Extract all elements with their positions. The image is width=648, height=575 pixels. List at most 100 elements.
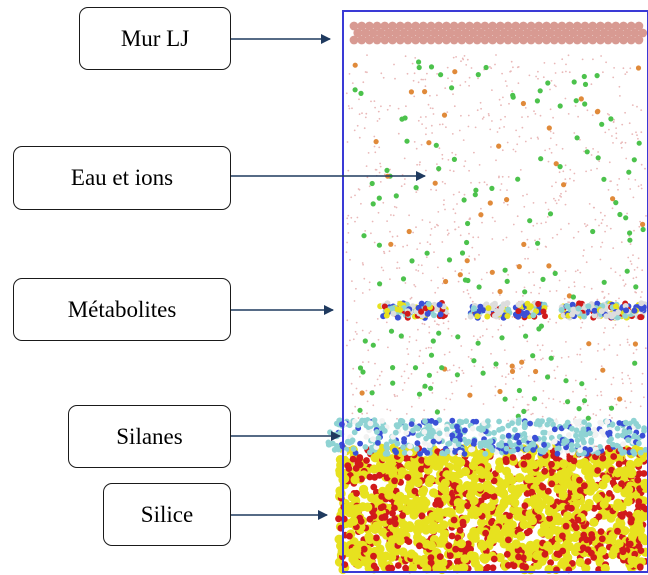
water-molecule <box>444 208 446 211</box>
water-molecule <box>489 128 492 131</box>
water-molecule <box>348 73 351 75</box>
lj-wall-atom <box>365 35 374 45</box>
silica-atom <box>543 541 553 552</box>
water-molecule <box>392 214 395 217</box>
silica-atom <box>609 479 617 486</box>
water-molecule <box>386 408 389 411</box>
water-molecule <box>547 208 550 211</box>
water-molecule <box>527 408 530 411</box>
silica-atom <box>452 545 459 553</box>
water-molecule <box>476 338 479 341</box>
water-molecule <box>373 241 376 244</box>
water-molecule <box>564 270 567 272</box>
water-molecule <box>479 336 482 339</box>
water-molecule <box>496 131 499 133</box>
water-molecule <box>429 107 432 109</box>
water-molecule <box>413 95 416 98</box>
silane-atom <box>614 432 621 439</box>
water-molecule <box>600 222 603 225</box>
water-molecule <box>633 269 636 271</box>
water-molecule <box>416 248 419 251</box>
water-molecule <box>385 321 388 324</box>
ion <box>552 270 558 276</box>
water-molecule <box>437 323 440 326</box>
lj-wall-atom <box>511 21 521 31</box>
water-molecule <box>352 338 355 341</box>
water-molecule <box>368 288 371 291</box>
ion <box>459 250 466 256</box>
silica-atom <box>473 507 483 517</box>
metabolite-atom <box>558 307 565 313</box>
lj-wall-label: Mur LJ <box>79 7 231 70</box>
water-molecule <box>504 115 506 118</box>
lj-wall-atom <box>395 21 405 31</box>
silica-atom <box>548 525 559 535</box>
water-molecule <box>594 378 597 381</box>
water-molecule <box>504 376 507 378</box>
water-molecule <box>427 346 430 349</box>
water-molecule <box>547 320 550 323</box>
silica-atom <box>595 513 603 521</box>
water-molecule <box>421 123 423 125</box>
silane-atom <box>357 440 363 447</box>
ion <box>464 239 470 246</box>
water-molecule <box>628 377 631 380</box>
silica-atom <box>509 454 517 461</box>
water-molecule <box>541 415 544 418</box>
water-molecule <box>347 169 350 172</box>
ion <box>632 360 638 366</box>
silica-atom <box>402 564 409 572</box>
ion <box>424 250 430 256</box>
water-molecule <box>507 176 510 178</box>
silica-atom <box>499 488 509 498</box>
silica-atom <box>599 499 609 509</box>
water-molecule <box>467 356 470 358</box>
ion <box>412 365 419 371</box>
water-molecule <box>483 181 486 184</box>
water-molecule <box>532 271 535 273</box>
silica-atom <box>426 540 437 551</box>
water-molecule <box>345 251 348 254</box>
water-molecule <box>546 216 549 218</box>
water-molecule <box>501 149 504 152</box>
water-molecule <box>437 266 439 269</box>
ion <box>478 212 484 218</box>
silica-atom <box>427 559 435 567</box>
ion <box>472 192 478 198</box>
water-molecule <box>596 167 598 170</box>
silane-atom <box>573 427 580 434</box>
water-molecule <box>621 378 624 380</box>
lj-wall-atom <box>565 21 574 31</box>
metabolite-atom <box>570 306 577 313</box>
water-molecule <box>533 380 536 383</box>
metabolite-atom <box>467 313 474 320</box>
silica-atom <box>510 562 518 570</box>
silica-atom <box>516 531 526 541</box>
silane-atom <box>550 421 556 428</box>
water-molecule <box>365 165 368 168</box>
metabolite-atom <box>425 301 432 307</box>
water-molecule <box>612 247 615 250</box>
silica-atom <box>418 512 426 520</box>
lj-wall-atom <box>476 28 486 38</box>
silica-atom <box>464 502 472 510</box>
water-molecule <box>452 208 455 211</box>
silane-atom <box>574 421 581 427</box>
metabolite-atom <box>526 304 533 311</box>
water-molecule <box>629 67 632 70</box>
water-molecule <box>615 403 618 406</box>
water-molecule <box>493 366 496 369</box>
water-molecule <box>592 148 594 150</box>
water-molecule <box>365 389 368 392</box>
water-molecule <box>436 73 438 75</box>
water-molecule <box>412 79 415 82</box>
water-molecule <box>626 338 629 341</box>
ion <box>399 116 405 122</box>
silica-slab <box>334 443 648 575</box>
silica-atom <box>600 563 610 574</box>
ion <box>428 64 435 70</box>
water-molecule <box>620 241 623 244</box>
silane-atom <box>569 425 575 432</box>
ion <box>534 98 541 104</box>
